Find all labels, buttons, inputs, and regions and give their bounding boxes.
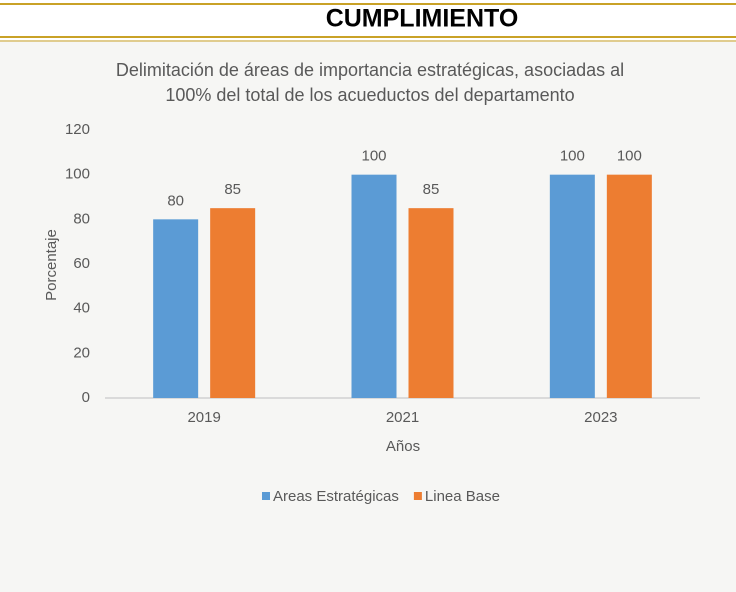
legend-label: Areas Estratégicas	[273, 488, 399, 505]
x-tick-label: 2019	[187, 409, 220, 426]
y-tick-label: 100	[65, 166, 90, 183]
x-tick-label: 2021	[386, 409, 419, 426]
value-label: 85	[224, 181, 241, 198]
bar	[408, 208, 454, 398]
x-axis-label: Años	[386, 438, 420, 455]
y-axis-label: Porcentaje	[43, 229, 60, 301]
legend-swatch	[262, 492, 270, 500]
y-tick-label: 40	[73, 300, 90, 317]
bar	[351, 174, 397, 398]
x-tick-label: 2023	[584, 409, 617, 426]
page-title: CUMPLIMIENTO	[326, 5, 519, 33]
value-label: 85	[423, 181, 440, 198]
header-bar	[0, 0, 736, 40]
value-label: 100	[560, 148, 585, 165]
chart-title: 100% del total de los acueductos del dep…	[165, 85, 574, 105]
bar	[153, 219, 199, 398]
chart-title: Delimitación de áreas de importancia est…	[116, 60, 624, 80]
legend-label: Linea Base	[425, 488, 500, 505]
legend-swatch	[413, 492, 422, 500]
bar	[210, 208, 256, 398]
value-label: 80	[167, 192, 184, 209]
y-tick-label: 60	[73, 255, 90, 272]
value-label: 100	[617, 148, 642, 165]
y-tick-label: 20	[73, 344, 90, 361]
value-label: 100	[361, 148, 386, 165]
y-tick-label: 80	[73, 210, 90, 227]
y-tick-label: 120	[65, 121, 90, 138]
bar	[606, 174, 652, 398]
y-tick-label: 0	[82, 389, 90, 406]
bar	[549, 174, 595, 398]
